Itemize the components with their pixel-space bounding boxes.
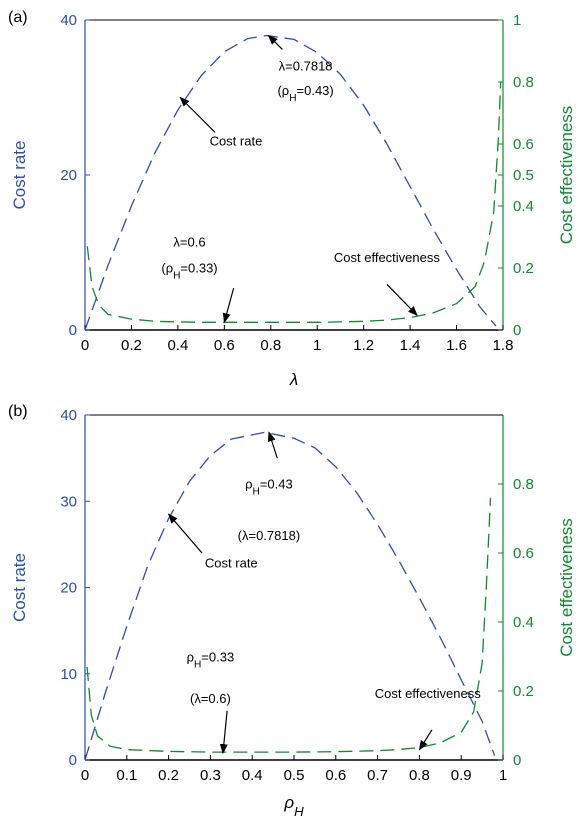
annotation-arrow [386,283,418,316]
y2-tick-label: 0.8 [513,74,534,91]
x-tick-label: 1 [313,337,321,354]
panel-label: (b) [8,403,28,420]
x-tick-label: 0 [81,337,89,354]
y2-tick-label: 0.6 [513,136,534,153]
annotation: ρH=0.43 (λ=0.7818) [238,431,301,543]
panel-a: (a)0 0.2 0.4 0.6 0.8 1 1.2 1.4 1.6 1.80204000.20.… [8,9,576,389]
annotation-arrow [267,431,278,459]
x-tick-label: 0.2 [158,767,179,784]
annotation-text: (λ=0.7818) [238,528,301,543]
annotation-arrow [418,729,433,751]
y-tick-label: 20 [60,580,77,597]
x-tick-label: 0.4 [167,337,188,354]
y-tick-label: 30 [60,493,77,510]
series-cost-effectiveness-line [86,497,492,753]
annotation-arrow [167,513,203,554]
y2-tick-label: 0.5 [513,167,534,184]
annotation: λ=0.7818 (ρH=0.43) [267,34,334,104]
x-tick-label: 0.8 [260,337,281,354]
y-tick-label: 20 [60,167,77,184]
series-cost-effectiveness-line [86,81,502,323]
annotation-text: ρH=0.33 [187,650,235,671]
x-tick-label: 0.5 [284,767,305,784]
x-tick-label: 1.2 [353,337,374,354]
annotation-arrow [179,96,216,133]
annotation: Cost effectiveness [375,686,481,751]
y2-axis-title: Cost effectiveness [557,518,576,657]
x-tick-label: 0.4 [242,767,263,784]
panel-b: (b)0 0.1 0.2 0.3 0.4 0.5 0.6 0.7 0.8 0.9 101020304… [8,403,576,819]
y2-tick-label: 1 [513,12,521,29]
annotation-text: Cost rate [210,134,263,149]
series-cost-rate-line [84,34,497,331]
x-axis-title: ρH [283,793,304,819]
y-tick-label: 10 [60,666,77,683]
x-tick-label: 0.3 [200,767,221,784]
x-tick-label: 0.1 [116,767,137,784]
x-tick-label: 0.8 [409,767,430,784]
annotation-text: Cost effectiveness [334,250,440,265]
y2-tick-label: 0 [513,322,521,339]
y2-tick-label: 0 [513,752,521,769]
annotation: Cost effectiveness [334,250,440,316]
y-tick-label: 40 [60,12,77,29]
x-tick-label: 1.6 [446,337,467,354]
annotation-text: λ=0.6 [173,234,205,249]
panel-label: (a) [8,9,28,26]
annotation-arrow [222,287,235,324]
y-axis-title: Cost rate [10,553,29,622]
y-axis-title: Cost rate [10,141,29,210]
annotation: Cost rate [179,96,263,149]
x-tick-label: 0.6 [325,767,346,784]
annotation-text: ρH=0.43 [245,476,293,497]
x-tick-label: 1.8 [493,337,514,354]
y2-tick-label: 0.6 [513,545,534,562]
y2-tick-label: 0.4 [513,198,534,215]
annotation-text: (λ=0.6) [190,691,231,706]
x-tick-label: 1.4 [400,337,421,354]
x-tick-label: 0.6 [214,337,235,354]
y2-tick-label: 0.8 [513,476,534,493]
x-tick-label: 0.2 [121,337,142,354]
annotation-arrow [219,710,228,755]
y-tick-label: 0 [69,322,77,339]
y2-tick-label: 0.2 [513,683,534,700]
annotation-text: Cost effectiveness [375,686,481,701]
annotation-arrow [267,34,283,50]
annotation-text: Cost rate [205,556,258,571]
x-tick-label: 0.7 [367,767,388,784]
annotation-text: (ρH=0.43) [277,83,333,104]
y2-tick-label: 0.2 [513,260,534,277]
y2-tick-label: 0.4 [513,614,534,631]
series-cost-rate-line [84,431,496,761]
x-tick-label: 0 [81,767,89,784]
annotation: λ=0.6 (ρH=0.33) [161,234,235,324]
y2-axis-title: Cost effectiveness [557,106,576,245]
annotation-text: λ=0.7818 [279,58,333,73]
x-tick-label: 1 [499,767,507,784]
x-axis-title: λ [289,370,298,389]
y-tick-label: 40 [60,407,77,424]
annotation: ρH=0.33 (λ=0.6) [187,650,235,755]
y-tick-label: 0 [69,752,77,769]
x-tick-label: 0.9 [451,767,472,784]
annotation-text: (ρH=0.33) [161,261,217,282]
annotation: Cost rate [167,513,258,571]
